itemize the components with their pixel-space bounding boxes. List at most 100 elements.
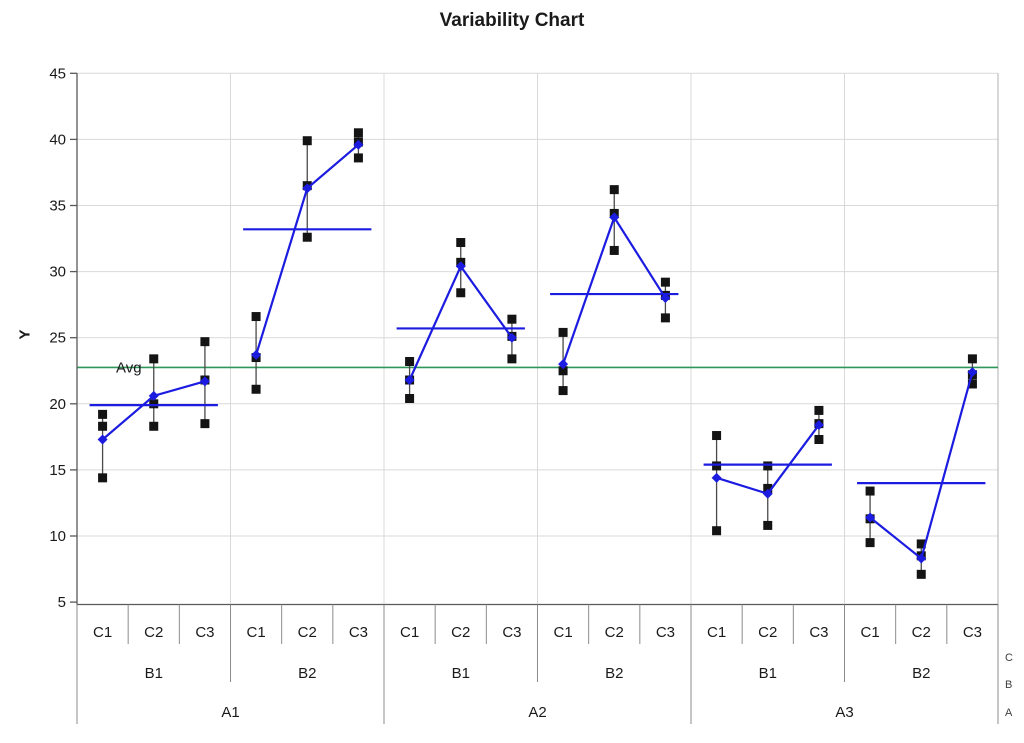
- avg-line-label: Avg: [116, 359, 142, 376]
- data-point-square: [967, 379, 977, 389]
- a-level-label: A1: [221, 704, 239, 721]
- data-point-square: [814, 405, 824, 415]
- c-level-label: C1: [246, 624, 265, 641]
- y-tick-label: 20: [49, 396, 66, 413]
- data-point-square: [302, 232, 312, 242]
- c-level-label: C3: [195, 624, 214, 641]
- b-level-label: B2: [298, 665, 316, 682]
- c-level-label: C2: [912, 624, 931, 641]
- c-level-label: C3: [809, 624, 828, 641]
- cell-mean-connect-line: [869, 371, 974, 561]
- b-level-label: B1: [145, 665, 163, 682]
- data-point-square: [763, 461, 773, 471]
- data-point-square: [98, 409, 108, 419]
- c-level-label: C2: [298, 624, 317, 641]
- data-point-square: [405, 394, 415, 404]
- cell-mean-diamond: [865, 512, 876, 523]
- data-point-square: [609, 245, 619, 255]
- c-level-label: C2: [144, 624, 163, 641]
- c-level-label: C3: [963, 624, 982, 641]
- data-point-square: [251, 384, 261, 394]
- data-point-square: [149, 421, 159, 431]
- b-level-label: B2: [912, 665, 930, 682]
- b-level-label: B1: [759, 665, 777, 682]
- c-level-label: C2: [605, 624, 624, 641]
- y-tick-label: 30: [49, 264, 66, 281]
- data-point-square: [405, 356, 415, 366]
- data-point-square: [558, 327, 568, 337]
- cell-mean-diamond: [762, 488, 773, 499]
- y-tick-label: 35: [49, 198, 66, 215]
- cell-mean-diamond: [404, 375, 415, 386]
- b-level-label: B1: [452, 665, 470, 682]
- factor-legend-letter: B: [1005, 679, 1012, 691]
- data-point-square: [98, 473, 108, 483]
- cell-mean-diamond: [353, 139, 364, 150]
- data-point-square: [763, 520, 773, 530]
- y-tick-label: 15: [49, 462, 66, 479]
- a-level-label: A2: [528, 704, 546, 721]
- c-level-label: C1: [707, 624, 726, 641]
- cell-mean-diamond: [455, 261, 466, 272]
- data-point-square: [302, 136, 312, 146]
- cell-mean-diamond: [199, 376, 210, 387]
- data-point-square: [916, 539, 926, 549]
- cell-mean-diamond: [660, 293, 671, 304]
- cell-mean-diamond: [251, 349, 262, 360]
- cell-mean-diamond: [609, 212, 620, 223]
- c-level-label: C1: [400, 624, 419, 641]
- data-point-square: [456, 288, 466, 298]
- data-point-square: [353, 128, 363, 138]
- y-tick-label: 5: [58, 594, 66, 611]
- data-point-square: [967, 354, 977, 364]
- data-point-square: [558, 386, 568, 396]
- data-point-square: [251, 312, 261, 322]
- c-level-label: C3: [502, 624, 521, 641]
- data-point-square: [456, 238, 466, 248]
- data-point-square: [660, 277, 670, 287]
- cell-mean-diamond: [916, 553, 927, 564]
- data-point-square: [558, 366, 568, 376]
- c-level-label: C2: [758, 624, 777, 641]
- cell-mean-diamond: [506, 332, 517, 343]
- data-point-square: [763, 483, 773, 493]
- y-tick-label: 25: [49, 330, 66, 347]
- data-point-square: [200, 419, 210, 429]
- c-level-label: C1: [860, 624, 879, 641]
- chart-title: Variability Chart: [439, 10, 585, 31]
- b-level-label: B2: [605, 665, 623, 682]
- data-point-square: [712, 431, 722, 441]
- data-point-square: [507, 354, 517, 364]
- data-point-square: [507, 314, 517, 324]
- data-point-square: [609, 185, 619, 195]
- a-level-label: A3: [835, 704, 853, 721]
- factor-legend-letter: C: [1005, 652, 1013, 664]
- data-point-square: [660, 313, 670, 323]
- c-level-label: C1: [553, 624, 572, 641]
- c-level-label: C2: [451, 624, 470, 641]
- factor-legend-letter: A: [1005, 707, 1013, 719]
- c-level-label: C1: [93, 624, 112, 641]
- y-tick-label: 45: [49, 65, 66, 82]
- data-point-square: [149, 399, 159, 409]
- c-level-label: C3: [349, 624, 368, 641]
- cell-mean-diamond: [711, 472, 722, 483]
- data-point-square: [712, 526, 722, 536]
- y-tick-label: 10: [49, 528, 66, 545]
- data-point-square: [353, 153, 363, 163]
- data-point-square: [814, 434, 824, 444]
- data-point-square: [865, 486, 875, 496]
- data-point-square: [865, 538, 875, 548]
- cell-mean-diamond: [813, 419, 824, 430]
- cell-mean-diamond: [967, 367, 978, 378]
- y-tick-label: 40: [49, 131, 66, 148]
- data-point-square: [149, 354, 159, 364]
- cell-mean-diamond: [97, 434, 108, 445]
- data-point-square: [916, 569, 926, 579]
- data-point-square: [200, 337, 210, 347]
- data-point-square: [712, 461, 722, 471]
- c-level-label: C3: [656, 624, 675, 641]
- cell-mean-diamond: [148, 390, 159, 401]
